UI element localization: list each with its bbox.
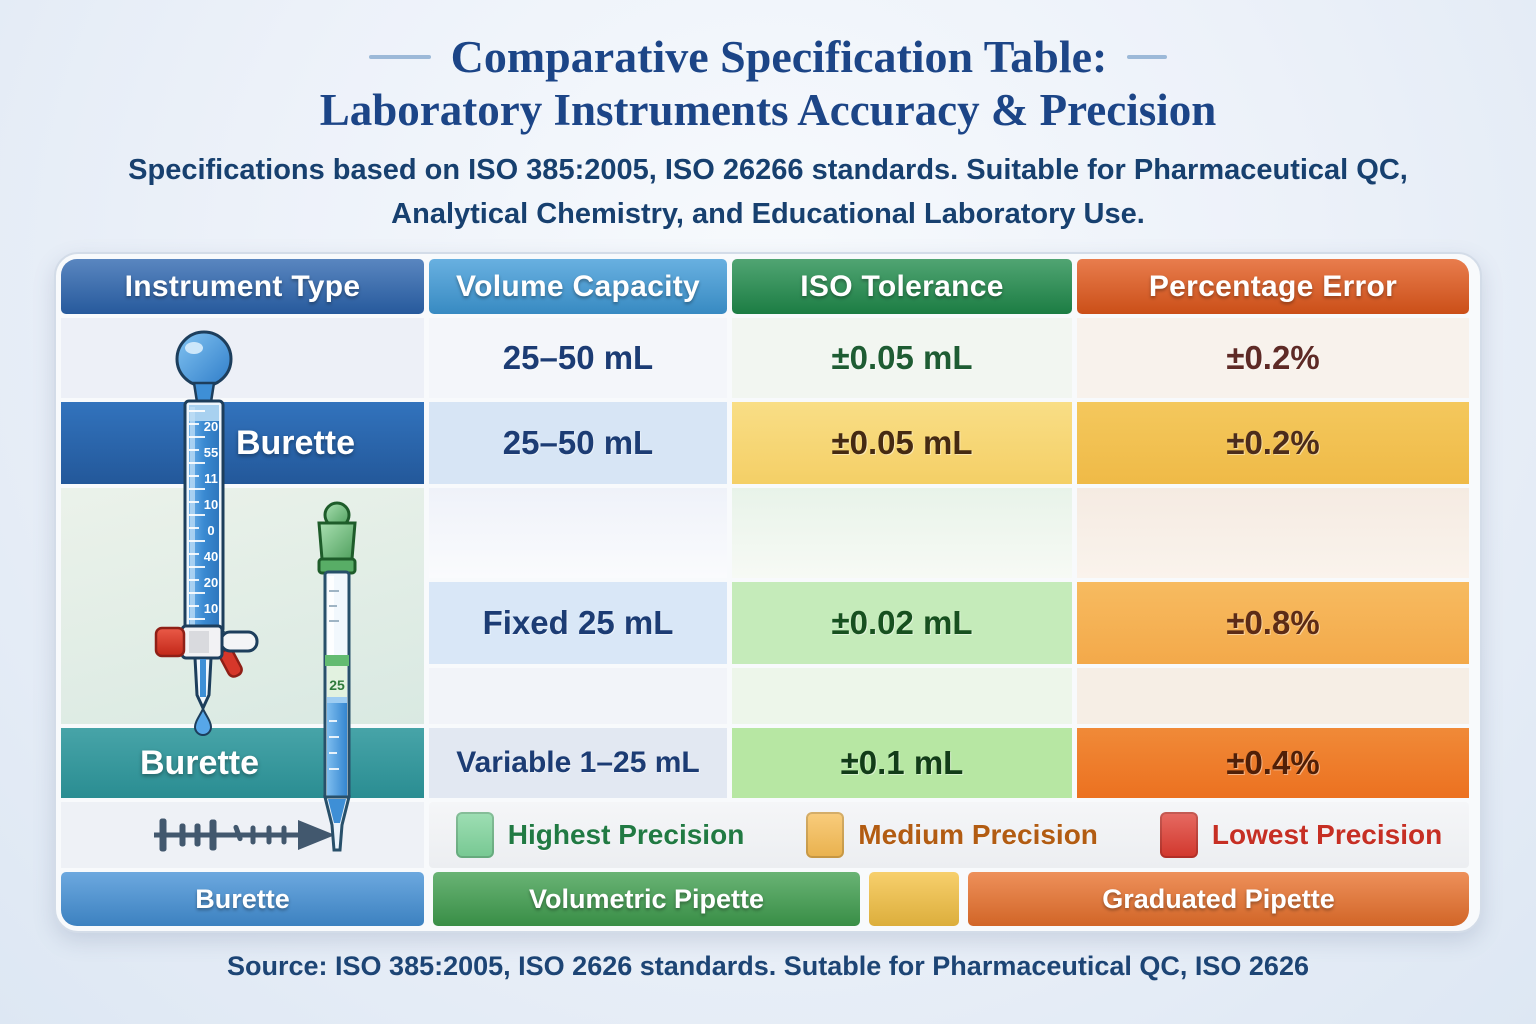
spacer-cell <box>429 668 727 725</box>
column-header-instrument-type: Instrument Type <box>61 259 424 315</box>
spacer-cell <box>429 488 727 579</box>
legend-item-lowest: Lowest Precision <box>1159 812 1443 859</box>
cell-row1-volume: 25–50 mL <box>429 318 727 399</box>
ruler-arrow-icon <box>153 818 335 852</box>
column-header-iso-tolerance: ISO Tolerance <box>732 259 1072 315</box>
legend-item-medium: Medium Precision <box>806 812 1098 859</box>
instrument-name-bar-row: Burette Volumetric Pipette Graduated Pip… <box>61 872 1469 927</box>
precision-legend: Highest Precision Medium Precision Lowes… <box>429 802 1469 869</box>
footer-bar-graduated-pipette: Graduated Pipette <box>968 872 1469 927</box>
cell-row4-volume: Variable 1–25 mL <box>429 728 727 799</box>
spacer-cell <box>732 488 1072 579</box>
cell-row3-error: ±0.8% <box>1077 582 1469 665</box>
legend-label: Medium Precision <box>858 819 1098 851</box>
page-title-line2: Laboratory Instruments Accuracy & Precis… <box>319 85 1217 136</box>
legend-label: Highest Precision <box>507 819 745 851</box>
cell-row3-tolerance: ±0.02 mL <box>732 582 1072 665</box>
cell-row2-error: ±0.2% <box>1077 402 1469 485</box>
title-right-dash <box>1127 55 1168 60</box>
column-header-volume-capacity: Volume Capacity <box>429 259 727 315</box>
highest-precision-swatch <box>455 812 494 859</box>
cell-row2-tolerance: ±0.05 mL <box>732 402 1072 485</box>
legend-label: Lowest Precision <box>1211 819 1443 851</box>
page-title-line1: Comparative Specification Table: <box>450 31 1108 82</box>
medium-precision-swatch <box>806 812 845 859</box>
instrument-illustration-cell <box>61 488 424 725</box>
legend-item-highest: Highest Precision <box>455 812 745 859</box>
scale-arrow-cell <box>61 802 424 869</box>
cell-row2-instrument-burette: Burette <box>61 402 424 485</box>
cell-row1-instrument <box>61 318 424 399</box>
footer-bar-burette: Burette <box>61 872 424 927</box>
lowest-precision-swatch <box>1159 812 1198 859</box>
page-subtitle: Specifications based on ISO 385:2005, IS… <box>128 154 1408 230</box>
footer-bar-yellow-block <box>869 872 959 927</box>
cell-row1-tolerance: ±0.05 mL <box>732 318 1072 399</box>
cell-row4-instrument-burette: Burette <box>61 728 424 799</box>
cell-row2-volume: 25–50 mL <box>429 402 727 485</box>
spacer-cell <box>732 668 1072 725</box>
footer-bar-volumetric-pipette: Volumetric Pipette <box>433 872 860 927</box>
cell-row3-volume: Fixed 25 mL <box>429 582 727 665</box>
title-line-1-row: Comparative Specification Table: <box>0 30 1536 84</box>
spacer-cell <box>1077 668 1469 725</box>
page-header: Comparative Specification Table: Laborat… <box>0 0 1536 236</box>
cell-row1-error: ±0.2% <box>1077 318 1469 399</box>
title-left-dash <box>368 55 431 60</box>
cell-row4-tolerance: ±0.1 mL <box>732 728 1072 799</box>
spacer-cell <box>1077 488 1469 579</box>
column-header-percentage-error: Percentage Error <box>1077 259 1469 315</box>
specification-table: Instrument Type Volume Capacity ISO Tole… <box>61 259 1475 927</box>
cell-row4-error: ±0.4% <box>1077 728 1469 799</box>
specification-table-card: Instrument Type Volume Capacity ISO Tole… <box>54 252 1482 934</box>
source-note: Source: ISO 385:2005, ISO 2626 standards… <box>227 951 1309 982</box>
